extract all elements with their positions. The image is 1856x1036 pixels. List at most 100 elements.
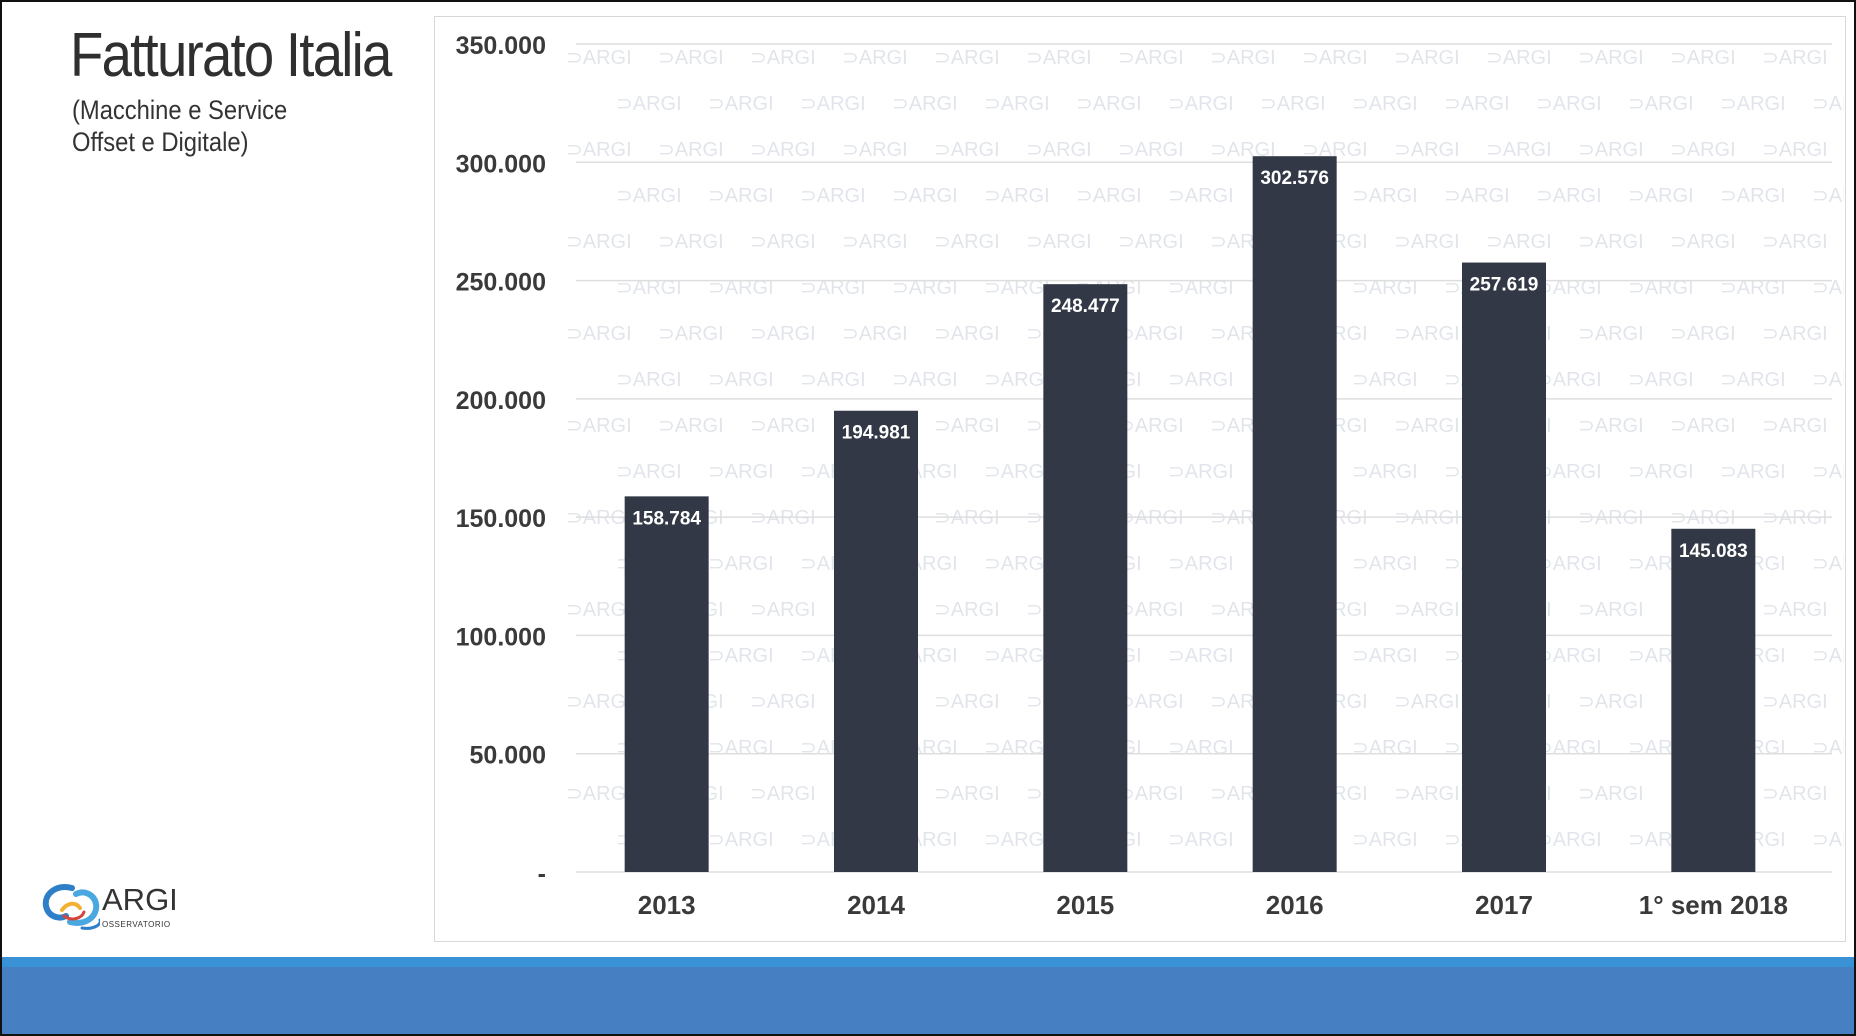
watermark-text: ⊃ARGI bbox=[708, 185, 774, 207]
watermark-text: ⊃ARGI bbox=[658, 47, 724, 69]
watermark-text: ⊃ARGI bbox=[1168, 461, 1234, 483]
watermark-text: ⊃ARGI bbox=[616, 185, 682, 207]
watermark-text: ⊃ARGI bbox=[1578, 47, 1644, 69]
watermark-text: ⊃ARGI bbox=[934, 691, 1000, 713]
watermark-text: ⊃ARGI bbox=[566, 139, 632, 161]
watermark-text: ⊃ARGI bbox=[1628, 369, 1694, 391]
watermark-text: ⊃ARGI bbox=[1762, 415, 1828, 437]
watermark-text: ⊃ARGI bbox=[842, 139, 908, 161]
watermark-text: ⊃ARGI bbox=[1762, 599, 1828, 621]
watermark-text: ⊃ARGI bbox=[934, 323, 1000, 345]
watermark-text: ⊃ARGI bbox=[1210, 47, 1276, 69]
watermark-text: ⊃ARGI bbox=[800, 93, 866, 115]
watermark-text: ⊃ARGI bbox=[750, 599, 816, 621]
watermark-text: ⊃ARGI bbox=[1578, 599, 1644, 621]
footer-bar bbox=[2, 967, 1854, 1034]
watermark-text: ⊃ARGI bbox=[1720, 461, 1786, 483]
watermark-text: ⊃ARGI bbox=[984, 553, 1050, 575]
watermark-text: ⊃ARGI bbox=[984, 645, 1050, 667]
watermark-text: ⊃ARGI bbox=[1812, 829, 1844, 851]
watermark-text: ⊃ARGI bbox=[1812, 461, 1844, 483]
watermark-text: ⊃ARGI bbox=[1812, 645, 1844, 667]
watermark-text: ⊃ARGI bbox=[1762, 691, 1828, 713]
watermark-text: ⊃ARGI bbox=[1118, 139, 1184, 161]
watermark-text: ⊃ARGI bbox=[800, 277, 866, 299]
watermark-text: ⊃ARGI bbox=[984, 461, 1050, 483]
watermark-text: ⊃ARGI bbox=[1670, 507, 1736, 529]
watermark-text: ⊃ARGI bbox=[842, 47, 908, 69]
watermark-text: ⊃ARGI bbox=[1394, 47, 1460, 69]
bar-data-label: 302.576 bbox=[1260, 168, 1329, 189]
logo-wordmark: ARGI bbox=[102, 882, 178, 917]
watermark-text: ⊃ARGI bbox=[1720, 277, 1786, 299]
watermark-text: ⊃ARGI bbox=[1444, 185, 1510, 207]
y-tick-label: 50.000 bbox=[470, 742, 546, 770]
watermark-text: ⊃ARGI bbox=[658, 139, 724, 161]
watermark-text: ⊃ARGI bbox=[566, 323, 632, 345]
watermark-text: ⊃ARGI bbox=[1118, 47, 1184, 69]
watermark-text: ⊃ARGI bbox=[800, 185, 866, 207]
watermark-text: ⊃ARGI bbox=[1762, 139, 1828, 161]
watermark-text: ⊃ARGI bbox=[1076, 93, 1142, 115]
watermark-text: ⊃ARGI bbox=[1352, 829, 1418, 851]
watermark-text: ⊃ARGI bbox=[708, 461, 774, 483]
watermark-text: ⊃ARGI bbox=[1762, 783, 1828, 805]
watermark-text: ⊃ARGI bbox=[1168, 93, 1234, 115]
watermark-text: ⊃ARGI bbox=[708, 737, 774, 759]
watermark-text: ⊃ARGI bbox=[708, 277, 774, 299]
watermark-text: ⊃ARGI bbox=[1486, 231, 1552, 253]
subtitle-line-1: (Macchine e Service bbox=[72, 95, 288, 125]
watermark-text: ⊃ARGI bbox=[1670, 415, 1736, 437]
watermark-text: ⊃ARGI bbox=[566, 507, 632, 529]
watermark-text: ⊃ARGI bbox=[1118, 415, 1184, 437]
watermark-text: ⊃ARGI bbox=[1812, 369, 1844, 391]
watermark-text: ⊃ARGI bbox=[1168, 185, 1234, 207]
watermark-text: ⊃ARGI bbox=[1812, 277, 1844, 299]
watermark-text: ⊃ARGI bbox=[1720, 185, 1786, 207]
watermark-text: ⊃ARGI bbox=[1670, 323, 1736, 345]
watermark-text: ⊃ARGI bbox=[984, 829, 1050, 851]
watermark-text: ⊃ARGI bbox=[1076, 185, 1142, 207]
watermark-text: ⊃ARGI bbox=[1812, 553, 1844, 575]
x-tick-label: 2016 bbox=[1266, 890, 1324, 920]
x-tick-label: 2015 bbox=[1056, 890, 1114, 920]
x-tick-label: 2017 bbox=[1475, 890, 1533, 920]
watermark-text: ⊃ARGI bbox=[934, 783, 1000, 805]
watermark-text: ⊃ARGI bbox=[1536, 185, 1602, 207]
watermark-text: ⊃ARGI bbox=[934, 599, 1000, 621]
watermark-text: ⊃ARGI bbox=[658, 231, 724, 253]
watermark-text: ⊃ARGI bbox=[1118, 599, 1184, 621]
watermark-text: ⊃ARGI bbox=[1762, 231, 1828, 253]
y-tick-label: 250.000 bbox=[456, 269, 546, 297]
watermark-text: ⊃ARGI bbox=[1812, 185, 1844, 207]
watermark-text: ⊃ARGI bbox=[708, 553, 774, 575]
watermark-text: ⊃ARGI bbox=[1394, 691, 1460, 713]
watermark-text: ⊃ARGI bbox=[1352, 553, 1418, 575]
watermark-text: ⊃ARGI bbox=[1394, 783, 1460, 805]
watermark-text: ⊃ARGI bbox=[616, 93, 682, 115]
watermark-text: ⊃ARGI bbox=[1628, 277, 1694, 299]
subtitle-line-2: Offset e Digitale) bbox=[72, 127, 249, 157]
watermark-text: ⊃ARGI bbox=[1168, 737, 1234, 759]
x-tick-label: 2014 bbox=[847, 890, 905, 920]
watermark-text: ⊃ARGI bbox=[1394, 231, 1460, 253]
watermark-text: ⊃ARGI bbox=[1536, 645, 1602, 667]
watermark-text: ⊃ARGI bbox=[1812, 93, 1844, 115]
watermark-text: ⊃ARGI bbox=[1578, 415, 1644, 437]
bar-chart: ⊃ARGI ⊃ARGI ⊃ARGI ⊃ARGI ⊃ARGI ⊃ARGI ⊃ARGI ⊃ARGI… bbox=[456, 32, 1844, 920]
watermark-text: ⊃ARGI bbox=[566, 231, 632, 253]
watermark-text: ⊃ARGI bbox=[1352, 369, 1418, 391]
watermark-text: ⊃ARGI bbox=[1578, 139, 1644, 161]
watermark-text: ⊃ARGI bbox=[984, 737, 1050, 759]
watermark-text: ⊃ARGI bbox=[1168, 369, 1234, 391]
watermark-text: ⊃ARGI bbox=[892, 93, 958, 115]
watermark-text: ⊃ARGI bbox=[892, 185, 958, 207]
watermark-text: ⊃ARGI bbox=[1302, 139, 1368, 161]
watermark-text: ⊃ARGI bbox=[1118, 231, 1184, 253]
watermark-text: ⊃ARGI bbox=[1628, 461, 1694, 483]
watermark-text: ⊃ARGI bbox=[1352, 93, 1418, 115]
watermark-text: ⊃ARGI bbox=[708, 93, 774, 115]
watermark-text: ⊃ARGI bbox=[1536, 93, 1602, 115]
watermark-text: ⊃ARGI bbox=[1260, 93, 1326, 115]
watermark-text: ⊃ARGI bbox=[1486, 47, 1552, 69]
